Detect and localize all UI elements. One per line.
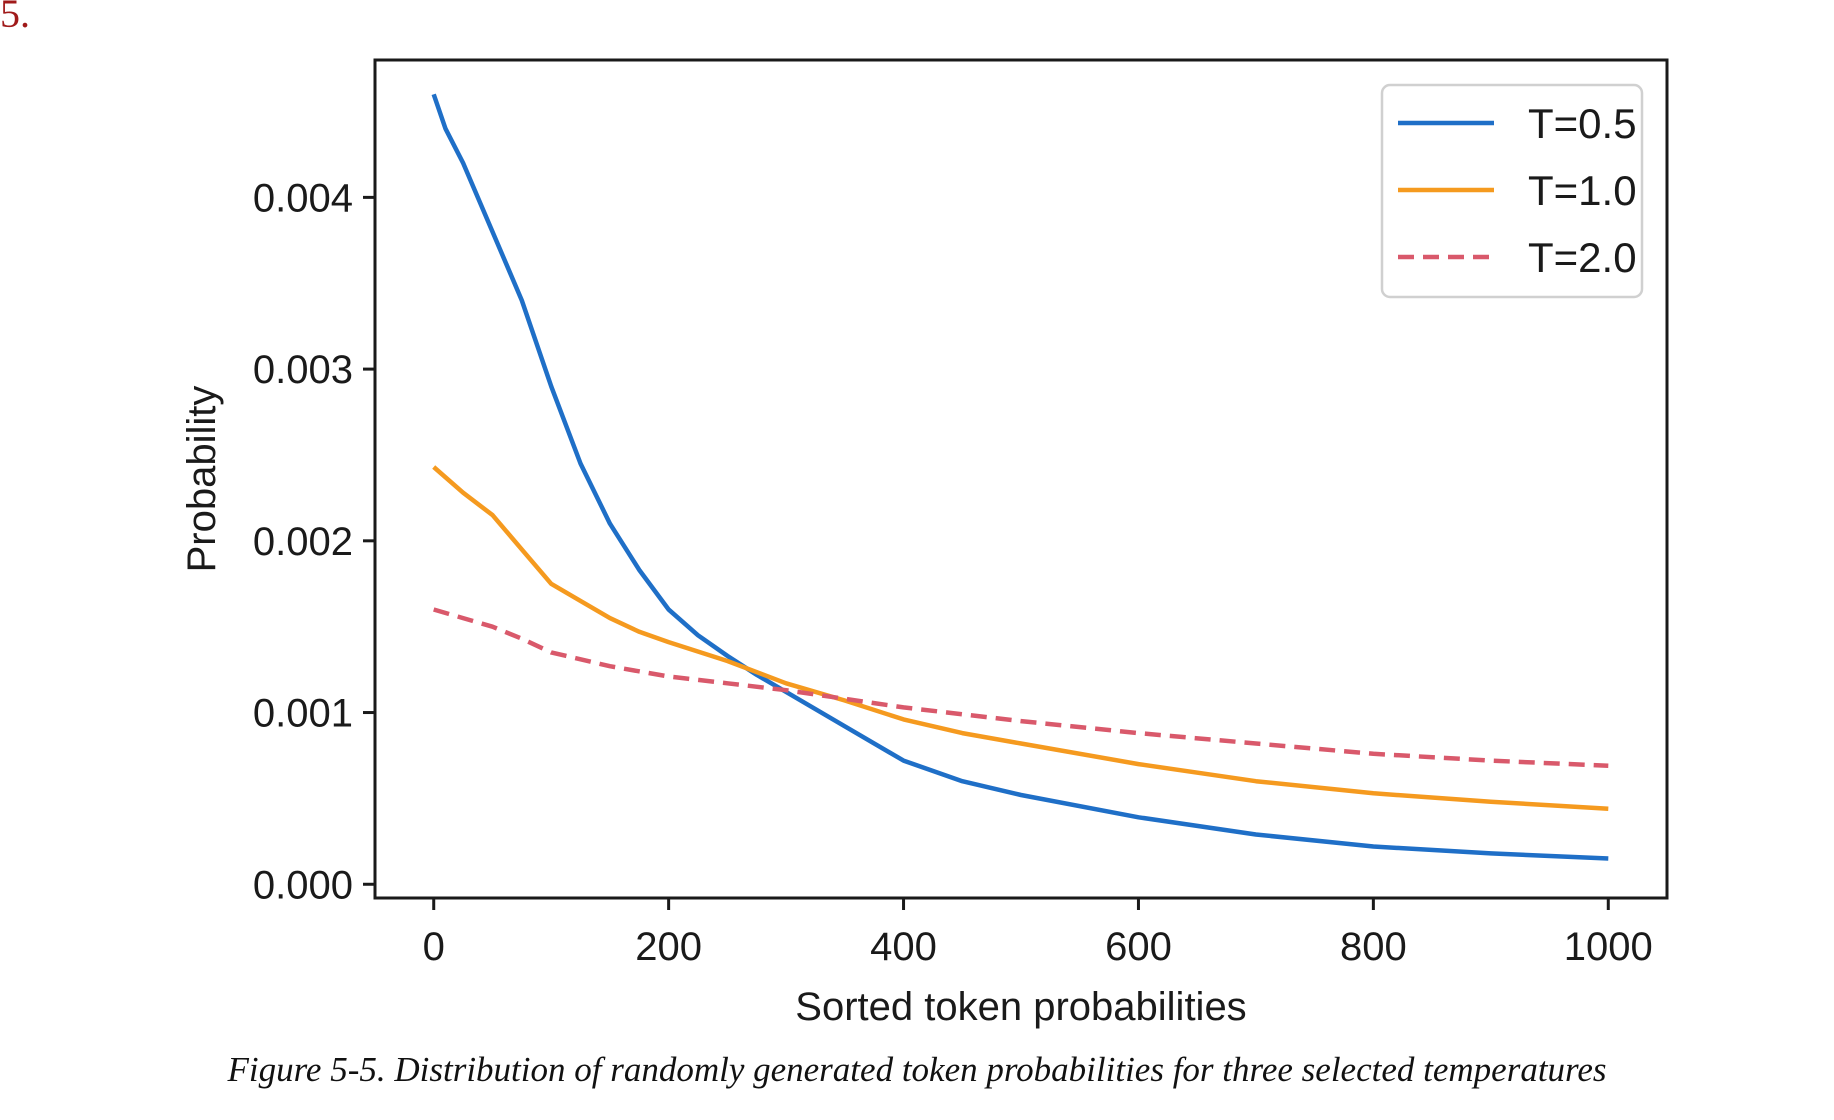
- y-tick-label: 0.000: [253, 863, 353, 907]
- legend: T=0.5 T=1.0 T=2.0: [1380, 83, 1644, 299]
- y-tick-label: 0.002: [253, 520, 353, 564]
- x-tick-label: 0: [423, 925, 445, 969]
- y-tick-label: 0.004: [253, 176, 353, 220]
- series-layer: [431, 93, 1609, 861]
- plot-frame: [373, 58, 1669, 900]
- legend-label-1: T=0.5: [1528, 100, 1637, 147]
- legend-label-3: T=2.0: [1528, 234, 1637, 281]
- figure-caption: Figure 5-5. Distribution of randomly gen…: [227, 1050, 1607, 1089]
- x-tick-label: 400: [870, 925, 937, 969]
- legend-label-2: T=1.0: [1528, 167, 1637, 214]
- x-tick-label: 800: [1340, 925, 1407, 969]
- y-tick-label: 0.003: [253, 348, 353, 392]
- y-axis: 0.000 0.001 0.002 0.003 0.004: [253, 176, 375, 907]
- series-line-1: [431, 93, 1609, 861]
- series-line-2: [432, 465, 1609, 811]
- x-tick-label: 600: [1105, 925, 1172, 969]
- x-tick-label: 1000: [1564, 925, 1653, 969]
- page-mark: 5.: [0, 0, 30, 36]
- y-axis-label: Probability: [180, 386, 224, 573]
- x-tick-label: 200: [635, 925, 702, 969]
- x-axis: 0 200 400 600 800 1000: [423, 898, 1653, 969]
- y-tick-label: 0.001: [253, 692, 353, 736]
- x-axis-label: Sorted token probabilities: [795, 985, 1246, 1029]
- legend-box: [1380, 83, 1644, 299]
- series-line-3: [433, 607, 1609, 769]
